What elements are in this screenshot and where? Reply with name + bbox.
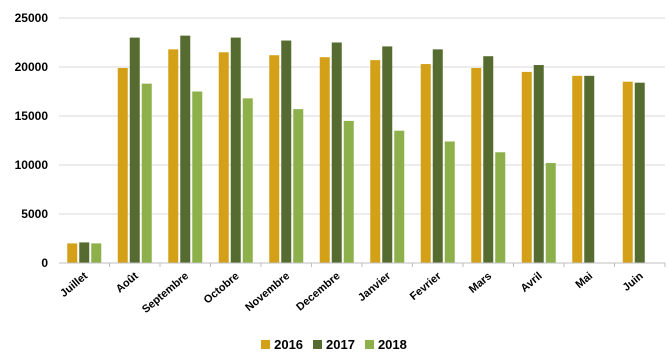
legend-label-2017: 2017 <box>326 336 355 352</box>
x-tick-label: Août <box>114 270 141 296</box>
legend-label-2018: 2018 <box>377 336 407 352</box>
bar-2017-2 <box>180 35 191 263</box>
bar-2018-6 <box>394 130 405 263</box>
bars <box>67 35 645 264</box>
x-tick-label: Juin <box>621 270 646 294</box>
bar-2018-0 <box>91 243 102 263</box>
y-tick-label: 0 <box>41 256 48 270</box>
x-tick-label: Octobre <box>202 270 242 306</box>
bar-2016-10 <box>572 75 583 263</box>
x-axis-ticks: Juillet Août Septembre Octobre Novembre Decem… <box>58 263 666 316</box>
bar-2016-8 <box>471 67 482 263</box>
x-tick-label: Juillet <box>58 270 90 300</box>
bar-2017-8 <box>483 56 494 263</box>
bar-2017-3 <box>230 37 241 263</box>
bar-2016-4 <box>269 55 280 263</box>
x-tick-label: Janvier <box>356 270 394 304</box>
y-tick-label: 20000 <box>15 60 49 74</box>
bar-2017-0 <box>79 242 90 263</box>
y-tick-label: 5000 <box>21 207 48 221</box>
x-tick-label: Novembre <box>243 270 292 314</box>
bar-2017-5 <box>331 42 342 263</box>
legend-item-2017: 2017 <box>313 337 355 352</box>
bar-2017-7 <box>432 49 443 263</box>
y-tick-label: 15000 <box>15 109 49 123</box>
legend-swatch-2016 <box>261 339 271 349</box>
bar-2017-10 <box>584 75 595 263</box>
bar-2016-7 <box>420 64 431 263</box>
y-tick-label: 10000 <box>15 158 49 172</box>
bar-2017-6 <box>382 46 393 263</box>
x-tick-label: Fevrier <box>408 270 444 303</box>
bar-2016-6 <box>370 60 381 263</box>
x-tick-label: Decembre <box>294 270 342 313</box>
bar-2018-9 <box>545 163 556 263</box>
y-tick-label: 25000 <box>15 11 49 25</box>
bar-2016-2 <box>168 49 179 263</box>
bar-2016-0 <box>67 243 78 263</box>
legend: 2016 2017 2018 <box>0 336 668 352</box>
legend-swatch-2018 <box>364 339 374 349</box>
bar-2018-7 <box>444 141 455 263</box>
bar-2017-1 <box>129 37 140 263</box>
bar-2016-11 <box>622 81 633 263</box>
legend-item-2016: 2016 <box>261 337 303 352</box>
bar-2017-4 <box>281 40 292 263</box>
y-axis-ticks: 0 5000 10000 15000 20000 25000 <box>15 11 49 270</box>
bar-2017-11 <box>634 82 645 264</box>
x-tick-label: Mai <box>573 270 595 291</box>
bar-2016-5 <box>319 57 330 264</box>
bar-2018-8 <box>495 152 506 263</box>
bar-2016-3 <box>218 52 229 263</box>
legend-swatch-2017 <box>313 339 323 349</box>
bar-2017-9 <box>533 65 544 263</box>
bar-2018-4 <box>293 109 304 263</box>
bar-2018-2 <box>192 91 203 263</box>
gridlines <box>59 17 665 215</box>
bar-2016-1 <box>117 67 128 263</box>
legend-label-2016: 2016 <box>274 336 304 352</box>
bar-2016-9 <box>521 71 532 264</box>
bar-2018-1 <box>141 83 152 263</box>
x-tick-label: Septembre <box>140 270 191 316</box>
bar-2018-5 <box>343 120 354 264</box>
bar-2018-3 <box>242 98 253 263</box>
x-tick-label: Avril <box>519 270 545 295</box>
x-tick-label: Mars <box>467 270 494 296</box>
legend-item-2018: 2018 <box>364 336 407 352</box>
